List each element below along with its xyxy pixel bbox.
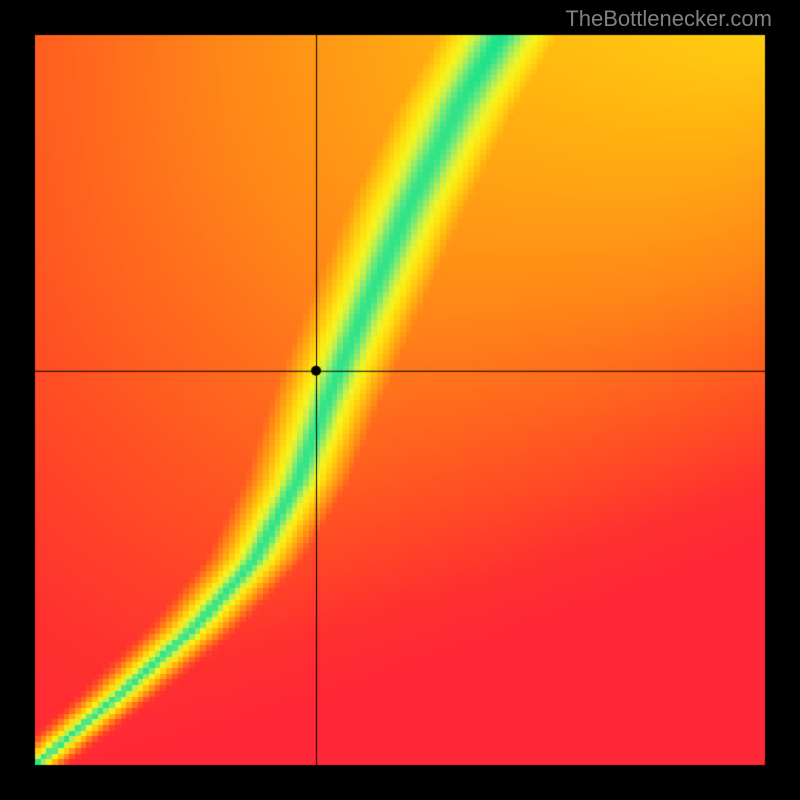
bottleneck-heatmap (0, 0, 800, 800)
chart-container: TheBottlenecker.com (0, 0, 800, 800)
watermark-text: TheBottlenecker.com (565, 6, 772, 32)
